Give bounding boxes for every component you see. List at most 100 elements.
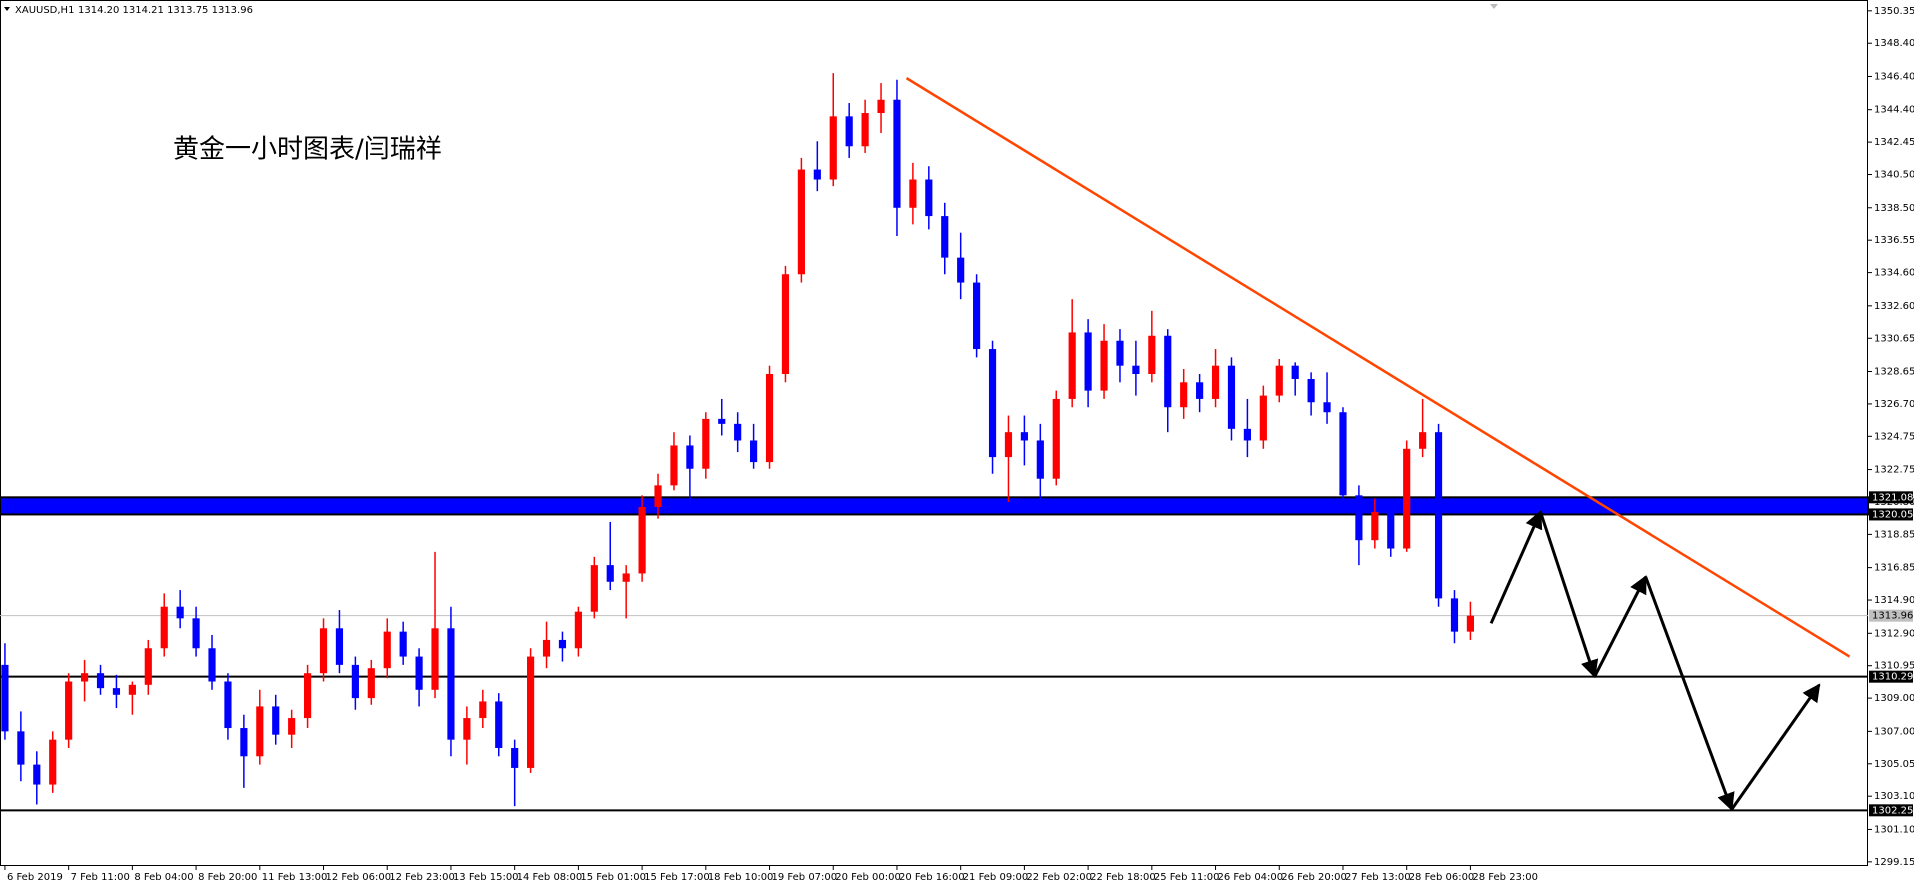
candle-body xyxy=(973,282,981,350)
candle-body xyxy=(686,445,694,469)
candle-body xyxy=(1371,511,1379,541)
symbol: XAUUSD,H1 xyxy=(15,5,74,16)
candle-body xyxy=(1403,448,1411,549)
price-box xyxy=(1869,670,1913,683)
x-tick-label: 19 Feb 07:00 xyxy=(772,872,838,883)
price-box-label: 1320.05 xyxy=(1872,509,1913,520)
candle-body xyxy=(415,656,423,690)
candle-body xyxy=(1355,495,1363,541)
candle-body xyxy=(734,423,742,441)
x-tick-label: 26 Feb 20:00 xyxy=(1281,872,1347,883)
candle-body xyxy=(1100,340,1108,391)
candle-body xyxy=(65,681,73,740)
y-tick-label: 1322.75 xyxy=(1874,465,1914,476)
candle-body xyxy=(304,673,312,719)
forecast-arrow xyxy=(1593,575,1647,678)
y-tick-label: 1338.50 xyxy=(1874,203,1914,214)
annotation: 黄金一小时图表/闫瑞祥 xyxy=(173,135,442,165)
candle-body xyxy=(128,684,136,695)
candle-body xyxy=(1434,432,1443,599)
candle-body xyxy=(765,373,774,463)
candle-body xyxy=(527,656,535,768)
candle-body xyxy=(1419,432,1427,449)
y-tick-label: 1344.40 xyxy=(1874,105,1914,116)
price-box-label: 1302.25 xyxy=(1872,805,1913,816)
candle-body xyxy=(893,99,901,208)
candle-body xyxy=(224,681,232,729)
y-tick-label: 1316.85 xyxy=(1874,563,1914,574)
y-tick-label: 1342.45 xyxy=(1874,137,1914,148)
plot-frame xyxy=(0,0,1868,866)
x-tick-label: 26 Feb 04:00 xyxy=(1218,872,1284,883)
candle-body xyxy=(1387,511,1395,549)
y-tick-label: 1314.90 xyxy=(1874,595,1914,606)
candle-body xyxy=(192,618,200,649)
candle-body xyxy=(1180,382,1188,408)
x-tick-label: 12 Feb 23:00 xyxy=(389,872,455,883)
candle-body xyxy=(335,628,344,665)
candle-body xyxy=(319,628,328,674)
price-box xyxy=(1869,508,1913,521)
x-tick-label: 20 Feb 16:00 xyxy=(899,872,965,883)
candle-body xyxy=(1259,395,1267,441)
candle-body xyxy=(1291,365,1299,379)
candle-body xyxy=(845,116,853,147)
candle-body xyxy=(861,113,869,147)
forecast-arrow xyxy=(1489,510,1543,624)
candle-body xyxy=(622,573,630,582)
trendline xyxy=(905,77,1851,658)
candle-body xyxy=(1339,412,1347,496)
candle-body xyxy=(33,764,41,785)
candle-body xyxy=(558,639,567,649)
menu-triangle xyxy=(4,7,10,11)
y-tick-label: 1301.10 xyxy=(1874,824,1914,835)
y-tick-label: 1348.40 xyxy=(1874,38,1914,49)
candle-body xyxy=(829,116,837,180)
y-tick-label: 1346.40 xyxy=(1874,71,1914,82)
candle-body xyxy=(1036,440,1044,479)
candle-body xyxy=(272,706,280,735)
y-tick-label: 1303.10 xyxy=(1874,791,1914,802)
candle-body xyxy=(431,628,439,690)
candle-body xyxy=(1068,332,1076,399)
candle-body xyxy=(797,169,805,275)
forecast-arrow xyxy=(1644,576,1735,812)
candle-body xyxy=(925,179,933,217)
candle-body xyxy=(288,718,296,735)
candle-body xyxy=(574,611,582,649)
candle-body xyxy=(1227,365,1236,429)
x-tick-label: 20 Feb 00:00 xyxy=(835,872,901,883)
candle-body xyxy=(1,664,9,732)
candle-body xyxy=(479,701,487,719)
y-tick-label: 1334.60 xyxy=(1874,268,1914,279)
candle-body xyxy=(670,445,678,486)
candle-body xyxy=(383,631,391,669)
candle-body xyxy=(1004,432,1013,458)
candle-body xyxy=(49,739,57,785)
candle-body xyxy=(1148,335,1156,374)
price-box-label: 1313.96 xyxy=(1872,611,1913,622)
candle-body xyxy=(957,257,965,283)
x-tick-label: 8 Feb 04:00 xyxy=(134,872,193,883)
y-tick-label: 1299.15 xyxy=(1874,857,1914,868)
candle-body xyxy=(351,664,359,699)
candle-body xyxy=(941,216,949,258)
x-tick-label: 6 Feb 2019 xyxy=(7,872,63,883)
x-tick-label: 28 Feb 06:00 xyxy=(1409,872,1475,883)
candle-body xyxy=(17,731,25,765)
candle-body xyxy=(1323,402,1331,413)
candle-body xyxy=(813,169,821,180)
x-tick-label: 22 Feb 02:00 xyxy=(1026,872,1092,883)
candle-body xyxy=(1084,332,1092,391)
x-tick-label: 8 Feb 20:00 xyxy=(198,872,257,883)
candle-body xyxy=(1466,615,1474,632)
candle-body xyxy=(367,668,375,699)
candle-body xyxy=(1211,365,1220,399)
candle-body xyxy=(909,179,917,208)
y-tick-label: 1340.50 xyxy=(1874,170,1914,181)
x-tick-label: 14 Feb 08:00 xyxy=(517,872,583,883)
x-tick-label: 12 Feb 06:00 xyxy=(326,872,392,883)
price-box-label: 1321.08 xyxy=(1872,492,1913,503)
y-tick-label: 1336.55 xyxy=(1874,235,1914,246)
